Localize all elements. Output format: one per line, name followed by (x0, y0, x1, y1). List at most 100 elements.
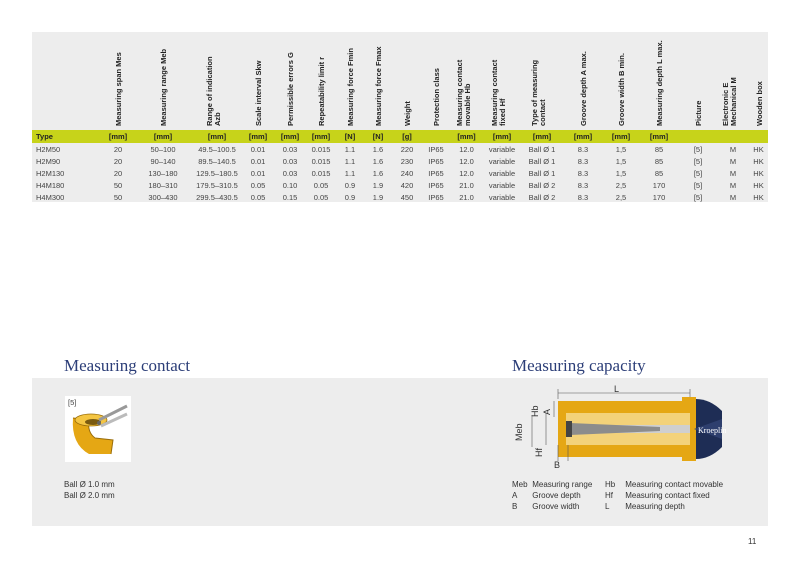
unit-cell: [mm] (521, 130, 563, 143)
table-cell: 12.0 (459, 168, 474, 178)
column-header-label: Scale interval Skw (254, 60, 263, 126)
table-cell: H2M130 (36, 168, 65, 178)
table-cell: 170 (652, 180, 666, 190)
legend-meb: Meb Measuring range (512, 480, 593, 489)
column-header-label: Repeatability limit r (317, 56, 326, 126)
table-cell: HK (753, 192, 764, 202)
measuring-contact-title: Measuring contact (64, 356, 191, 375)
unit-cell: [mm] (134, 130, 192, 143)
label-hf: Hf (534, 448, 544, 457)
column-header-label: Wooden box (754, 81, 764, 126)
unit-cell: [N] (336, 130, 364, 143)
spec-table: Measuring span Mes Measuring range Meb Ran… (32, 32, 768, 203)
table-cell: 0.03 (282, 168, 298, 178)
legend-b: B Groove width (512, 502, 580, 511)
table-row: H2M90 20 90–140 89.5–140.5 0.01 0.03 0.015 1.1 1… (32, 155, 768, 167)
column-header-label: Measuring span Mes (114, 52, 123, 126)
table-cell: 299.5–430.5 (196, 192, 238, 202)
column-header-label: Picture (694, 100, 703, 126)
column-header-label: Measuring range Meb (159, 48, 168, 126)
table-cell: 8.3 (577, 156, 589, 166)
unit-cell: [N] (364, 130, 392, 143)
units-row: Type [mm] [mm] [mm] [mm] [mm] [mm] [N] [N] [g] [mm… (32, 130, 768, 143)
column-header-label: Permissible errors G (286, 52, 295, 126)
table-cell: H4M300 (36, 192, 65, 202)
measuring-capacity-title: Measuring capacity (512, 356, 646, 375)
table-cell: 1.1 (344, 156, 356, 166)
unit-cell (679, 130, 717, 143)
column-header: Protection class (422, 32, 450, 130)
table-cell: 8.3 (577, 168, 589, 178)
table-cell: 1.6 (372, 168, 384, 178)
table-cell: [5] (693, 192, 703, 202)
table-cell: variable (488, 180, 516, 190)
column-header: Scale interval Skw (242, 32, 274, 130)
table-cell: HK (753, 168, 764, 178)
table-cell: 8.3 (577, 192, 589, 202)
table-cell: 8.3 (577, 180, 589, 190)
table-cell: variable (488, 192, 516, 202)
table-cell: 1,5 (615, 168, 627, 178)
table-cell: 180–310 (148, 180, 178, 190)
table-cell: variable (488, 144, 516, 154)
table-cell: 1,5 (615, 144, 627, 154)
table-cell: 50 (113, 180, 123, 190)
table-cell: IP65 (428, 180, 444, 190)
column-header: Measuring range Meb (134, 32, 192, 130)
table-cell: 0.9 (344, 192, 356, 202)
column-header: Groove depth A max. (563, 32, 603, 130)
table-cell: 1.1 (344, 168, 356, 178)
column-header (32, 32, 102, 130)
column-header-label: Groove depth A max. (579, 51, 588, 126)
table-cell: 0.05 (313, 192, 329, 202)
column-header-label: Range of indication Azb (205, 56, 222, 126)
table-row: H4M300 50 300–430 299.5–430.5 0.05 0.15 0.05 0.… (32, 191, 768, 203)
table-cell: 0.03 (282, 156, 298, 166)
table-cell: 85 (654, 144, 664, 154)
table-cell: 8.3 (577, 144, 589, 154)
unit-cell: [g] (392, 130, 422, 143)
table-cell: 300–430 (148, 192, 178, 202)
column-header: Measuring force Fmax (364, 32, 392, 130)
table-row: H2M130 20 130–180 129.5–180.5 0.01 0.03 0.015 1… (32, 167, 768, 179)
table-cell: 89.5–140.5 (198, 156, 236, 166)
contact-ring-icon (72, 404, 128, 455)
table-cell: 85 (654, 168, 664, 178)
column-header: Permissible errors G (274, 32, 306, 130)
page-number: 11 (748, 537, 757, 546)
table-cell: 1.1 (344, 144, 356, 154)
table-cell: 170 (652, 192, 666, 202)
legend-hf: Hf Measuring contact fixed (605, 491, 710, 500)
ball-size-2: Ball Ø 2.0 mm (64, 491, 115, 500)
table-cell: variable (488, 156, 516, 166)
table-cell: 2,5 (615, 192, 627, 202)
table-cell: 240 (400, 168, 414, 178)
label-hb: Hb (530, 405, 540, 417)
table-cell: 49.5–100.5 (198, 144, 236, 154)
unit-cell: [mm] (306, 130, 336, 143)
table-cell: 0.015 (311, 168, 331, 178)
unit-cell (717, 130, 749, 143)
table-cell: [5] (693, 168, 703, 178)
label-a: A (542, 409, 552, 415)
column-header: Groove width B min. (603, 32, 639, 130)
table-cell: 0.03 (282, 144, 298, 154)
picture-label: [5] (68, 398, 77, 407)
column-header: Type of measuring contact (521, 32, 563, 130)
unit-cell: Type (32, 130, 102, 143)
table-cell: 0.01 (250, 168, 266, 178)
table-cell: HK (753, 180, 764, 190)
table-cell: HK (753, 156, 764, 166)
table-cell: M (729, 168, 737, 178)
table-cell: 50–100 (150, 144, 176, 154)
table-cell: H2M90 (36, 156, 61, 166)
table-cell: 1.6 (372, 156, 384, 166)
unit-cell: [mm] (639, 130, 679, 143)
column-header-label: Protection class (432, 68, 441, 126)
table-cell: Ball Ø 2 (528, 180, 556, 190)
legend-l: L Measuring depth (605, 502, 685, 511)
ball-size-1: Ball Ø 1.0 mm (64, 480, 115, 489)
column-header-label: Measuring force Fmin (346, 48, 355, 126)
column-header: Weight (392, 32, 422, 130)
table-cell: 50 (113, 192, 123, 202)
